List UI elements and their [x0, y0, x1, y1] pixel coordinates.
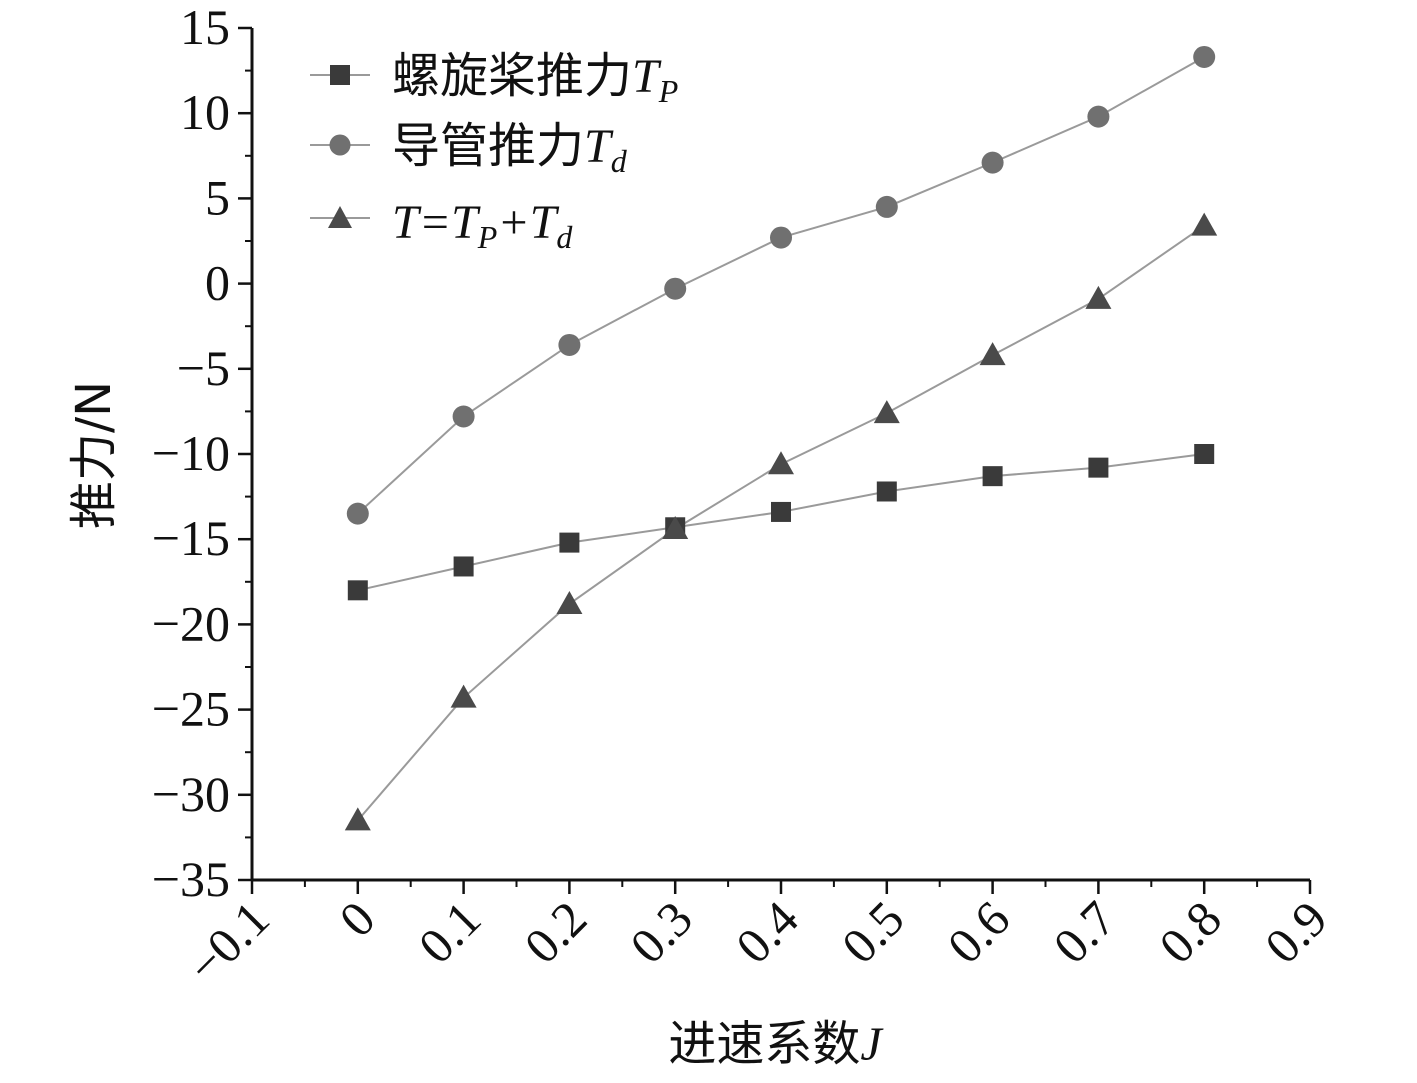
y-tick-label: −30 [152, 766, 230, 822]
y-tick-label: 10 [180, 84, 230, 140]
y-tick-label: 5 [205, 169, 230, 225]
x-tick-label: 0.6 [937, 890, 1021, 974]
y-tick-label: −5 [177, 340, 230, 396]
legend-label-total-thrust: T=TP+Td [392, 196, 573, 255]
data-point-propeller-thrust [771, 501, 791, 522]
legend-item-propeller-thrust: 螺旋桨推力TP [310, 48, 678, 109]
data-point-total-thrust [1191, 212, 1218, 236]
data-point-duct-thrust [981, 151, 1004, 174]
data-point-propeller-thrust [347, 580, 368, 601]
x-tick-label: 0.4 [725, 890, 809, 974]
legend-label-propeller-thrust: 螺旋桨推力TP [392, 48, 678, 109]
data-point-total-thrust [979, 342, 1006, 366]
data-point-total-thrust [873, 400, 900, 424]
data-point-duct-thrust [875, 195, 898, 218]
data-point-duct-thrust [664, 277, 687, 300]
data-point-duct-thrust [1193, 45, 1216, 68]
data-point-duct-thrust [1087, 105, 1110, 128]
data-point-duct-thrust [452, 405, 475, 428]
legend-label-duct-thrust: 导管推力Td [392, 118, 628, 179]
data-point-duct-thrust [346, 502, 369, 525]
y-tick-label: −35 [152, 851, 230, 907]
x-tick-label: 0.5 [831, 890, 915, 974]
x-axis-title: 进速系数J [668, 1016, 884, 1072]
x-tick-label: 0.9 [1254, 890, 1338, 974]
data-point-propeller-thrust [982, 466, 1003, 487]
y-tick-label: −10 [152, 425, 230, 481]
data-point-duct-thrust [770, 226, 792, 249]
data-point-propeller-thrust [559, 532, 580, 553]
data-point-propeller-thrust [453, 556, 474, 577]
data-point-propeller-thrust [876, 481, 897, 502]
y-tick-label: −25 [152, 681, 230, 737]
data-point-propeller-thrust [1088, 457, 1109, 478]
legend-circle-marker [329, 134, 351, 156]
series-line-propeller-thrust [357, 453, 1205, 592]
y-tick-label: −20 [152, 595, 230, 651]
x-tick-label: 0.7 [1042, 890, 1126, 974]
series-line-total-thrust [357, 224, 1205, 822]
data-point-total-thrust [450, 684, 477, 708]
data-point-total-thrust [768, 451, 794, 475]
legend: 螺旋桨推力TP 导管推力Td T=TP+Td [310, 48, 678, 255]
series-markers [344, 45, 1218, 831]
x-tick-label: 0.2 [513, 890, 597, 974]
legend-item-duct-thrust: 导管推力Td [310, 118, 628, 179]
x-tick-label: 0.3 [619, 890, 703, 974]
x-tick-label: 0.1 [408, 890, 492, 974]
data-point-duct-thrust [558, 333, 581, 356]
x-tick-label: 0 [328, 890, 385, 947]
x-tick-label: 0.8 [1148, 890, 1232, 974]
data-point-total-thrust [1085, 285, 1112, 309]
y-axis-title: 推力/N [66, 381, 122, 529]
legend-square-marker [330, 65, 350, 85]
legend-item-total-thrust: T=TP+Td [310, 196, 573, 255]
data-point-total-thrust [662, 515, 689, 539]
legend-triangle-marker [328, 206, 352, 228]
data-point-propeller-thrust [1194, 444, 1215, 464]
data-point-total-thrust [344, 807, 371, 831]
y-tick-label: 0 [205, 255, 230, 311]
y-tick-label: −15 [152, 510, 230, 566]
y-tick-label: 15 [180, 0, 230, 55]
data-point-total-thrust [556, 590, 583, 614]
